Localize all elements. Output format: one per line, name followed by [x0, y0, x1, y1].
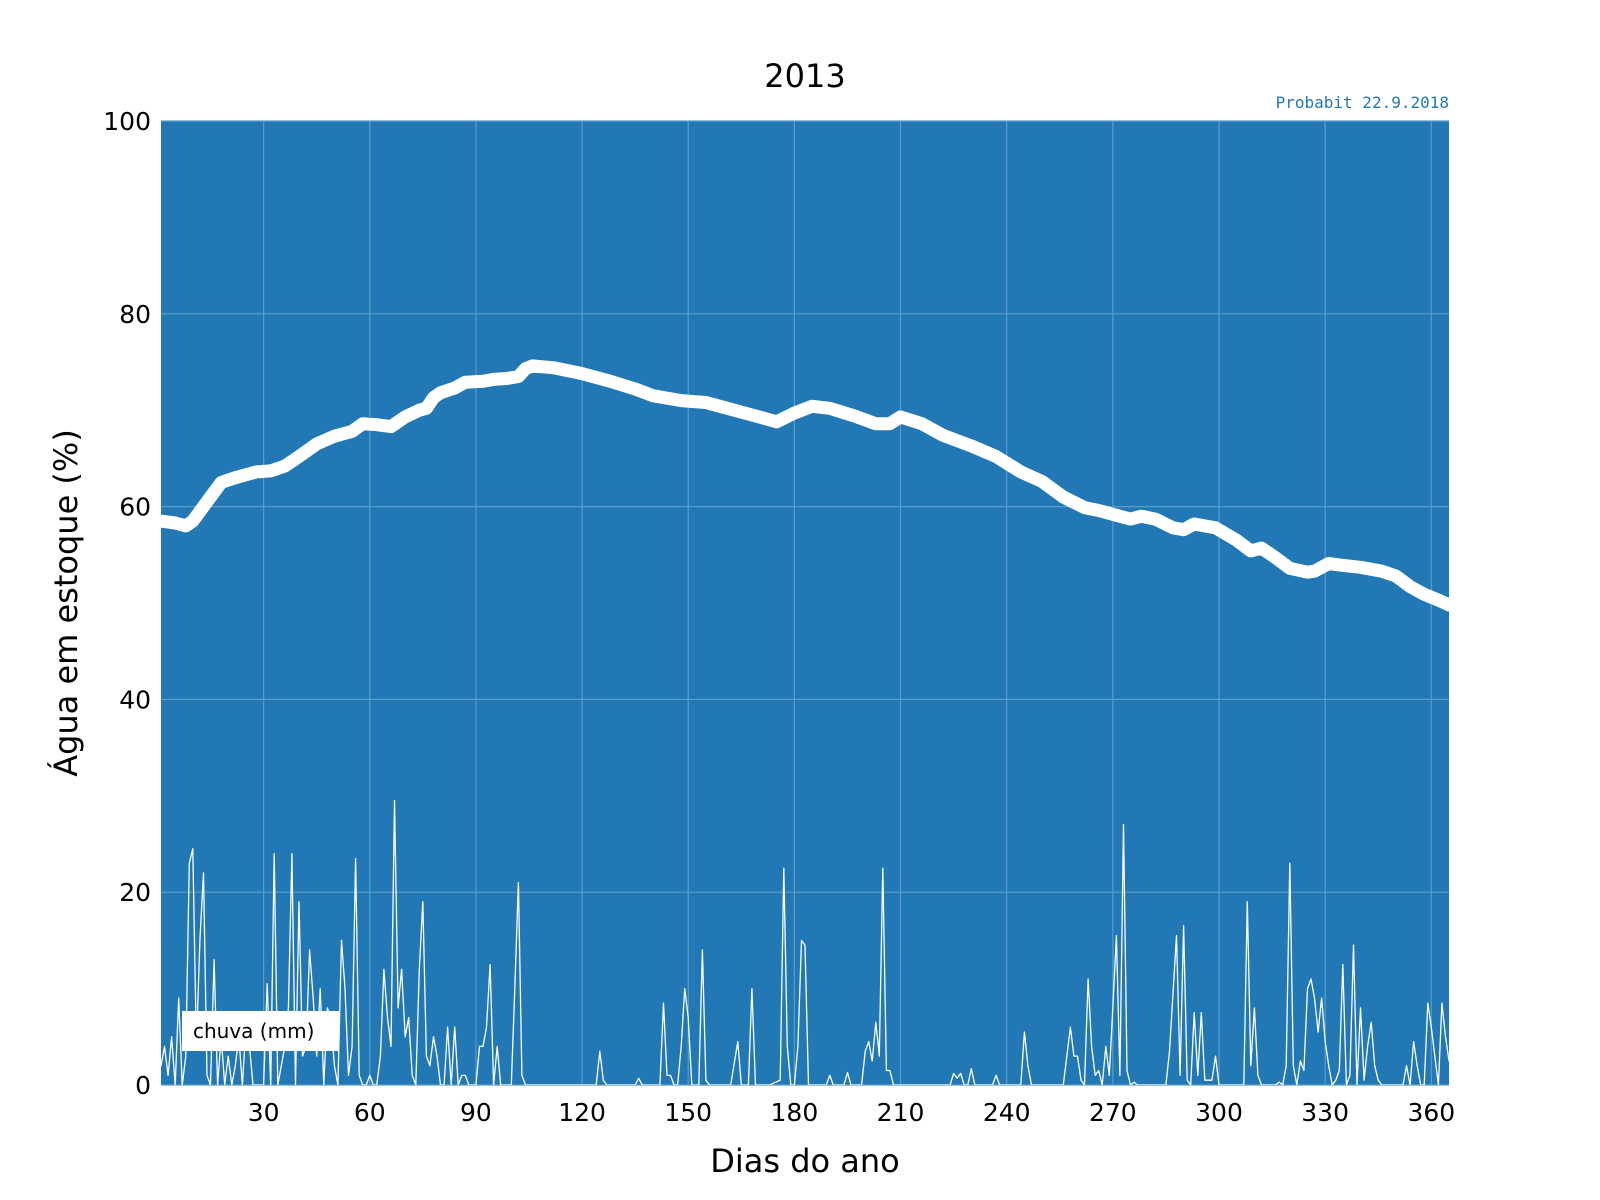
x-tick-label: 270 [1089, 1098, 1137, 1127]
x-tick-label: 150 [664, 1098, 712, 1127]
x-tick-label: 90 [460, 1098, 492, 1127]
legend: chuva (mm) [182, 1011, 339, 1051]
y-tick-label: 100 [103, 107, 151, 136]
x-tick-label: 120 [558, 1098, 606, 1127]
series-line-water-stock [161, 359, 1449, 612]
legend-box [182, 1011, 339, 1051]
y-tick-label: 80 [119, 300, 151, 329]
y-tick-label: 0 [135, 1071, 151, 1100]
y-tick-label: 40 [119, 685, 151, 714]
x-tick-label: 210 [877, 1098, 925, 1127]
legend-entry-chuva: chuva (mm) [193, 1019, 314, 1043]
x-tick-label: 360 [1407, 1098, 1455, 1127]
tick-labels: 30 60 90 120 150 180 210 240 270 300 330 360 0 20 40 60… [103, 107, 1455, 1127]
x-tick-label: 330 [1301, 1098, 1349, 1127]
y-axis-label: Água em estoque (%) [47, 429, 85, 777]
x-tick-label: 60 [354, 1098, 386, 1127]
y-tick-label: 20 [119, 878, 151, 907]
chart-title: 2013 [764, 57, 845, 95]
x-tick-label: 240 [983, 1098, 1031, 1127]
x-tick-label: 180 [771, 1098, 819, 1127]
x-tick-label: 30 [248, 1098, 280, 1127]
plot-background [161, 121, 1449, 1085]
x-axis-label: Dias do ano [710, 1142, 900, 1180]
grid [161, 120, 1449, 1086]
x-tick-label: 300 [1195, 1098, 1243, 1127]
credit-text: Probabit 22.9.2018 [1276, 93, 1449, 112]
y-tick-label: 60 [119, 493, 151, 522]
